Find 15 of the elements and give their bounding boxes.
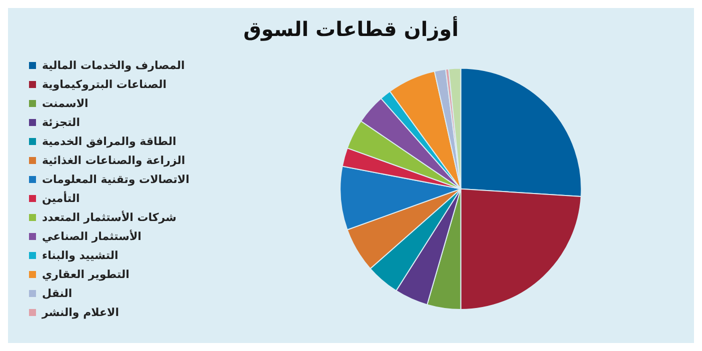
legend-label: التطوير العقاري xyxy=(42,268,130,281)
legend-label: الاتصالات وتقنية المعلومات xyxy=(42,173,190,186)
legend-label: المصارف والخدمات المالية xyxy=(42,59,185,72)
legend-label: التجزئة xyxy=(42,116,80,129)
legend-label: الاعلام والنشر xyxy=(41,306,119,319)
legend-label: الأستثمار الصناعي xyxy=(42,229,142,243)
legend-label: التشييد والبناء xyxy=(42,249,118,262)
legend-label: شركات الأستثمار المتعدد xyxy=(42,210,176,224)
legend-label: النقل xyxy=(42,287,72,300)
legend-label: الزراعة والصناعات الغذائية xyxy=(42,154,186,167)
chart-title: أوزان قطاعات السوق xyxy=(243,16,459,41)
legend-label: الطاقة والمرافق الخدمية xyxy=(42,135,176,148)
legend-label: الاسمنت xyxy=(42,97,88,110)
legend-label: الصناعات البتروكيماوية xyxy=(42,78,166,91)
legend-label: التأمين xyxy=(42,191,80,205)
